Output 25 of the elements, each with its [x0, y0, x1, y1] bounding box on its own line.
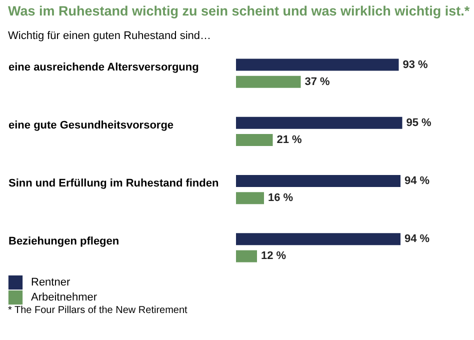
bar [236, 175, 400, 187]
y-tick-label: eine gute Gesundheitsvorsorge [8, 119, 174, 132]
bar [236, 250, 257, 262]
bar [236, 233, 400, 246]
data-label: 12 % [261, 250, 286, 262]
chart-title: Was im Ruhestand wichtig zu sein scheint und was wirklich wichtig ist.* [8, 4, 470, 18]
data-label: 94 % [404, 175, 430, 188]
data-label: 37 % [304, 76, 330, 88]
text: * The Four Pillars of the New Retirement [8, 305, 188, 316]
data-label: 93 % [402, 58, 428, 71]
data-label: 21 % [276, 134, 302, 146]
bar [236, 192, 264, 204]
data-label: 16 % [268, 192, 294, 204]
y-tick-label: Sinn und Erfüllung im Ruhestand finden [8, 178, 219, 190]
bar [236, 134, 273, 146]
bar [236, 76, 301, 88]
bar [236, 116, 402, 129]
data-label: 95 % [406, 116, 432, 129]
bar [236, 58, 399, 71]
y-tick-label: Beziehungen pflegen [8, 236, 120, 248]
data-label: 94 % [404, 233, 430, 246]
legend-label: Arbeitnehmer [31, 292, 98, 304]
text: Wichtig für einen guten Ruhestand sind… [8, 30, 212, 42]
y-tick-label: eine ausreichende Altersversorgung [8, 61, 199, 74]
legend-label: Rentner [31, 276, 70, 288]
